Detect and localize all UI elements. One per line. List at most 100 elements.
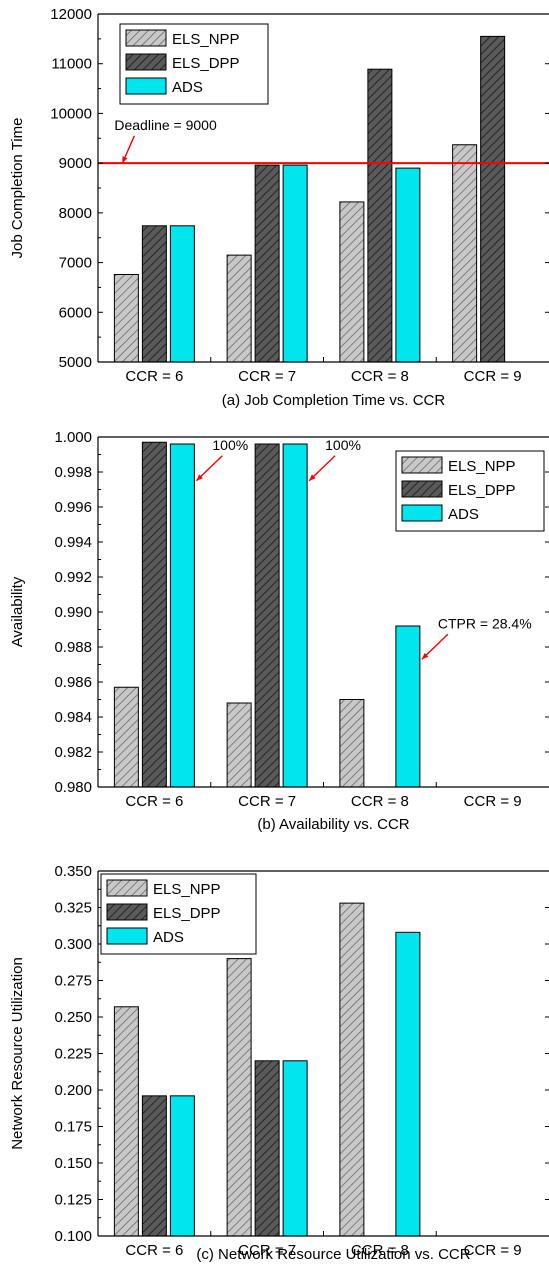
legend-swatch (106, 879, 148, 897)
bar-els-dpp-3 (367, 68, 393, 363)
y-tick-label: 7000 (59, 255, 92, 272)
legend-label: ELS_NPP (448, 458, 516, 475)
bar-ads-2 (282, 443, 308, 788)
legend-swatch (125, 77, 167, 95)
bar-ads-3 (395, 931, 421, 1237)
bar-els-dpp-2 (254, 443, 280, 788)
x-tick-label: CCR = 7 (238, 368, 296, 385)
legend: ELS_NPP ELS_DPP ADS (395, 450, 545, 532)
bar-ads-1 (169, 443, 195, 788)
bar-els-npp-1 (113, 1006, 139, 1237)
annotation-arrowhead (421, 652, 429, 660)
y-tick-label: 0.325 (54, 900, 92, 917)
y-tick-label: 0.998 (54, 464, 92, 481)
bar-els-dpp-4 (480, 35, 506, 363)
y-tick-label: 0.984 (54, 709, 92, 726)
x-tick-label: CCR = 7 (238, 793, 296, 810)
y-tick-label: 0.200 (54, 1082, 92, 1099)
y-axis-label: Job Completion Time (9, 118, 26, 259)
legend-swatch (401, 480, 443, 498)
x-tick-label: CCR = 9 (464, 368, 522, 385)
y-tick-label: 6000 (59, 304, 92, 321)
chart-panel-1: 5000 6000 7000 8000 9000 10000 11000 12000 CCR =… (9, 6, 549, 409)
y-tick-label: 0.982 (54, 744, 92, 761)
legend-label: ELS_NPP (172, 31, 240, 48)
bar-ads-3 (395, 625, 421, 788)
y-tick-label: 0.150 (54, 1155, 92, 1172)
bar-els-npp-3 (339, 902, 365, 1237)
y-tick-label: 1.000 (54, 429, 92, 446)
legend-label: ELS_NPP (153, 881, 221, 898)
annotation-arrowhead (196, 474, 203, 481)
x-tick-label: CCR = 6 (125, 368, 183, 385)
x-tick-label: CCR = 8 (351, 368, 409, 385)
legend-swatch (125, 53, 167, 71)
annotation-label: CTPR = 28.4% (438, 615, 532, 631)
y-tick-label: 11000 (51, 56, 92, 73)
x-tick-label: CCR = 6 (125, 1242, 183, 1259)
annotation-arrowhead (122, 156, 128, 164)
y-tick-label: 0.100 (54, 1228, 92, 1245)
y-tick-label: 0.250 (54, 1009, 92, 1026)
y-tick-label: 0.992 (54, 569, 92, 586)
y-tick-label: 0.994 (54, 534, 92, 551)
bar-ads-2 (282, 1060, 308, 1237)
bar-els-dpp-1 (141, 441, 167, 788)
x-tick-label: CCR = 7 (238, 1242, 296, 1259)
legend-label: ADS (172, 79, 203, 96)
annotation-label: 100% (325, 437, 361, 453)
annotation: 100% (195, 437, 248, 482)
bar-els-dpp-2 (254, 1060, 280, 1237)
chart-panel-3: 0.100 0.125 0.150 0.175 0.200 0.225 0.250 0.275… (9, 863, 549, 1263)
y-tick-label: 0.980 (54, 779, 92, 796)
annotation-label: Deadline = 9000 (114, 117, 217, 133)
x-tick-label: CCR = 9 (464, 793, 522, 810)
x-tick-label: CCR = 6 (125, 793, 183, 810)
y-tick-label: 0.996 (54, 499, 92, 516)
bar-ads-3 (395, 167, 421, 363)
chart-caption: (b) Availability vs. CCR (257, 816, 409, 833)
legend-label: ELS_DPP (448, 482, 516, 499)
legend-swatch (401, 456, 443, 474)
bar-els-dpp-2 (254, 164, 280, 363)
y-tick-label: 9000 (59, 155, 92, 172)
bars (113, 902, 421, 1237)
legend-label: ADS (153, 929, 184, 946)
legend: ELS_NPP ELS_DPP ADS (100, 873, 257, 955)
bar-ads-1 (169, 225, 195, 363)
legend-swatch (106, 903, 148, 921)
annotation-label: 100% (212, 437, 248, 453)
y-tick-label: 0.125 (54, 1192, 92, 1209)
legend-swatch (106, 927, 148, 945)
annotation-arrowhead (309, 474, 316, 481)
bar-els-npp-1 (113, 274, 139, 363)
bars (113, 441, 421, 788)
y-tick-label: 10000 (50, 105, 92, 122)
y-tick-label: 0.300 (54, 936, 92, 953)
y-tick-label: 0.175 (54, 1119, 92, 1136)
x-tick-label: CCR = 9 (464, 1242, 522, 1259)
y-tick-label: 0.225 (54, 1046, 92, 1063)
y-axis-label: Network Resource Utilization (9, 957, 26, 1150)
annotation: 100% (308, 437, 361, 482)
bar-ads-2 (282, 164, 308, 363)
y-tick-label: 0.988 (54, 639, 92, 656)
bar-els-npp-3 (339, 699, 365, 788)
y-tick-label: 0.275 (54, 973, 92, 990)
bar-els-npp-1 (113, 686, 139, 788)
y-tick-label: 0.990 (54, 604, 92, 621)
bar-els-npp-2 (226, 958, 252, 1237)
bar-els-dpp-1 (141, 225, 167, 363)
y-tick-label: 5000 (59, 354, 92, 371)
x-tick-label: CCR = 8 (351, 793, 409, 810)
annotation: CTPR = 28.4% (421, 615, 532, 660)
legend-label: ELS_DPP (172, 55, 240, 72)
bar-els-dpp-1 (141, 1095, 167, 1237)
legend-label: ELS_DPP (153, 905, 221, 922)
y-tick-label: 0.986 (54, 674, 92, 691)
bars (113, 35, 506, 363)
chart-panel-2: 0.980 0.982 0.984 0.986 0.988 0.990 0.992 0.994… (9, 429, 549, 833)
x-tick-label: CCR = 8 (351, 1242, 409, 1259)
bar-els-npp-2 (226, 254, 252, 363)
